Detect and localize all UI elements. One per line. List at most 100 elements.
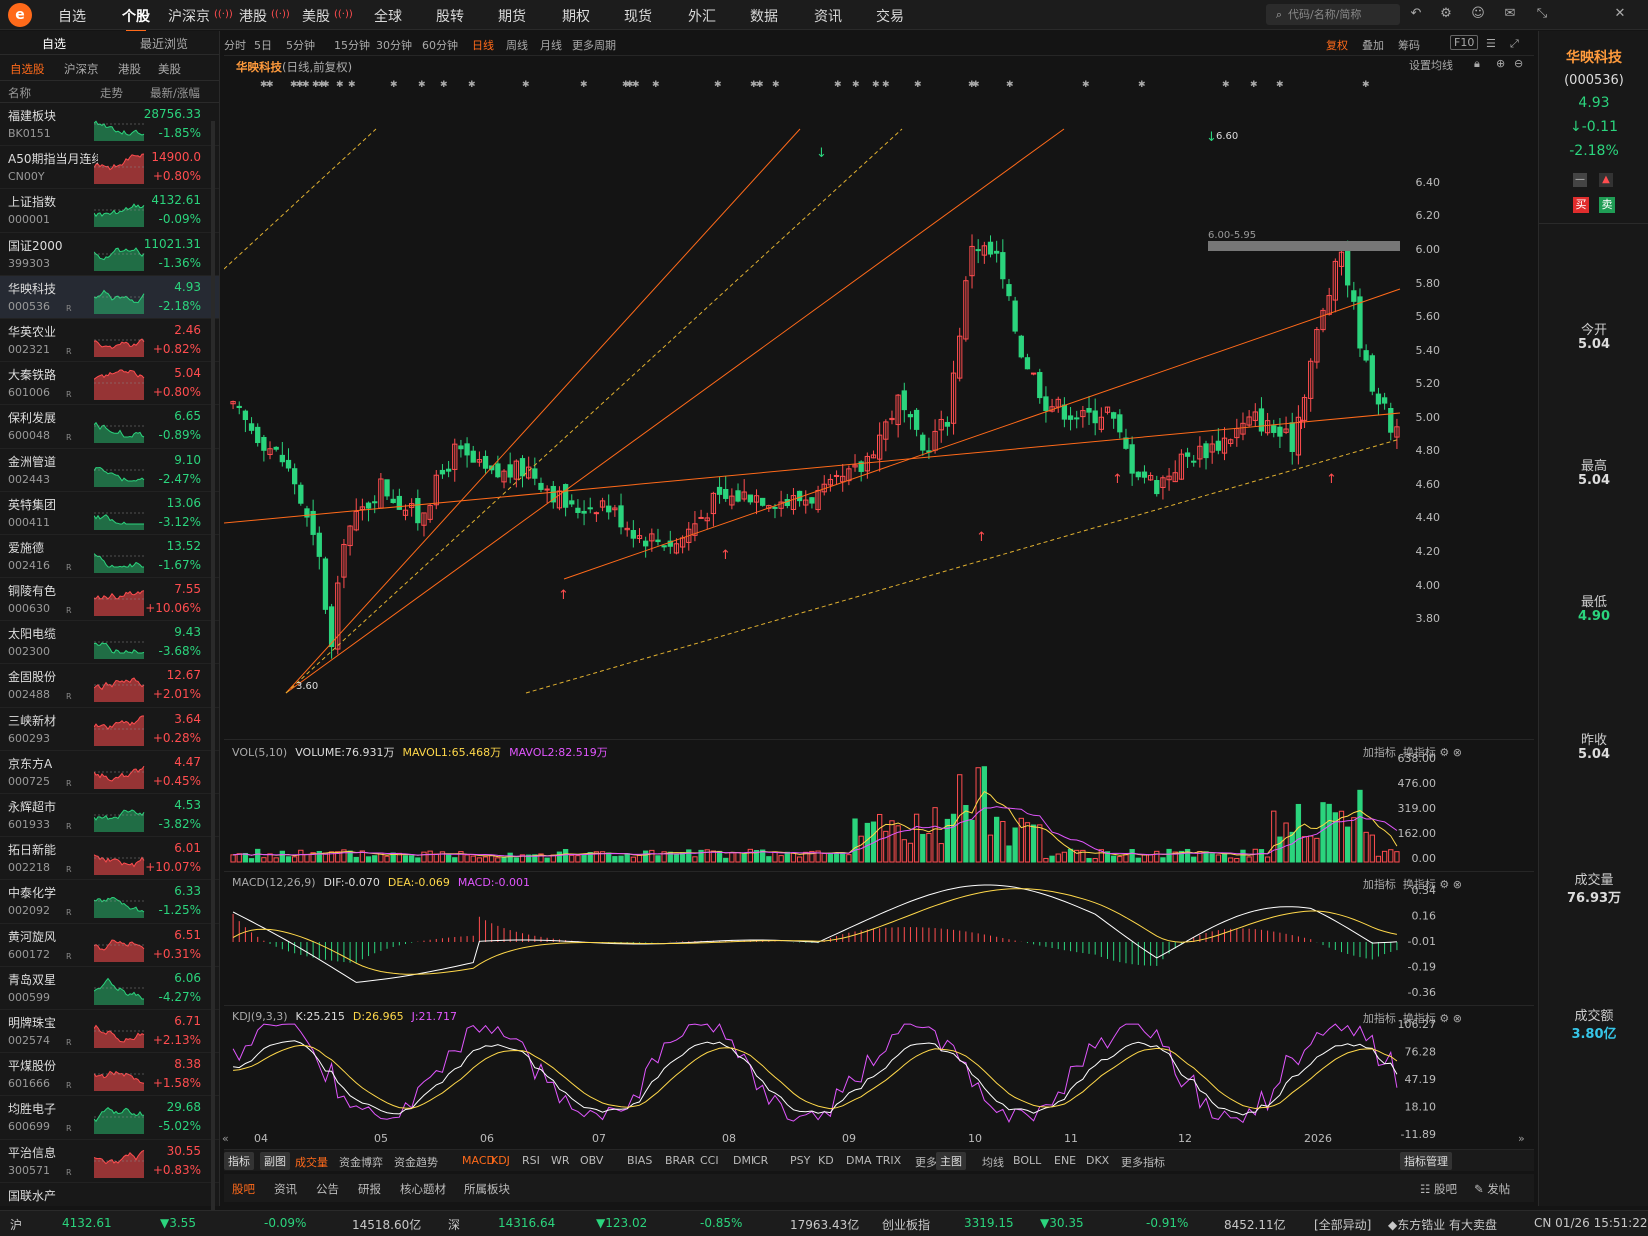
watchlist-row[interactable]: 平煤股份 601666 R 8.38 +1.58% xyxy=(0,1053,219,1097)
zoom-out-icon[interactable]: ⊖ xyxy=(1514,57,1524,70)
trend-line[interactable] xyxy=(525,438,1401,694)
period-2[interactable]: 5分钟 xyxy=(286,39,315,52)
event-marker-icon[interactable]: ✱ xyxy=(522,80,530,90)
watchlist-row[interactable]: 英特集团 000411 13.06 -3.12% xyxy=(0,492,219,535)
search-input[interactable]: 代码/名称/简称 xyxy=(1266,4,1400,25)
event-marker-icon[interactable]: ✱ xyxy=(1250,80,1258,90)
watchlist-row[interactable]: 中泰化学 002092 R 6.33 -1.25% xyxy=(0,880,219,924)
indicator-12[interactable]: CCI xyxy=(700,1154,719,1167)
adjust-button[interactable]: 复权 xyxy=(1326,39,1348,52)
close-icon[interactable]: ✕ xyxy=(1614,6,1626,21)
nav-8[interactable]: 期权 xyxy=(562,9,590,25)
mail-icon[interactable]: ✉ xyxy=(1504,6,1516,21)
alert-filter[interactable]: [全部异动] xyxy=(1314,1218,1372,1232)
event-marker-icon[interactable]: ✱ xyxy=(260,80,268,90)
fullscreen-icon[interactable]: ⤢ xyxy=(1510,37,1519,50)
subtab-hk[interactable]: 港股 xyxy=(118,62,141,76)
event-marker-icon[interactable]: ✱ xyxy=(972,80,980,90)
watchlist-row[interactable]: 京东方A 000725 R 4.47 +0.45% xyxy=(0,751,219,794)
watchlist-row[interactable]: 铜陵有色 000630 R 7.55 +10.06% xyxy=(0,578,219,622)
subtab-hs[interactable]: 沪深京 xyxy=(64,62,99,76)
watchlist-row[interactable]: 爱施德 002416 R 13.52 -1.67% xyxy=(0,535,219,579)
scroll-left-icon[interactable]: « xyxy=(222,1132,229,1145)
post-button[interactable]: ✎ 发帖 xyxy=(1474,1182,1511,1196)
watchlist-row[interactable]: 大秦铁路 601006 R 5.04 +0.80% xyxy=(0,362,219,406)
period-9[interactable]: 更多周期 xyxy=(572,39,616,52)
indicator-18[interactable]: TRIX xyxy=(876,1154,902,1167)
alert-bell-icon[interactable]: ▲ xyxy=(1599,173,1613,187)
event-marker-icon[interactable]: ✱ xyxy=(914,80,922,90)
watchlist-row[interactable]: 金固股份 002488 R 12.67 +2.01% xyxy=(0,664,219,708)
period-6[interactable]: 日线 xyxy=(472,39,494,52)
trend-line[interactable] xyxy=(285,128,801,694)
tab-recent[interactable]: 最近浏览 xyxy=(140,37,189,51)
tab-notice[interactable]: 公告 xyxy=(316,1182,339,1196)
period-7[interactable]: 周线 xyxy=(506,39,528,52)
user-icon[interactable]: ☺ xyxy=(1471,6,1485,21)
event-marker-icon[interactable]: ✱ xyxy=(632,80,640,90)
watchlist-row[interactable]: A50期指当月连续 CN00Y 14900.0 +0.80% xyxy=(0,146,219,190)
watchlist-row[interactable]: 平治信息 300571 R 30.55 +0.83% xyxy=(0,1140,219,1183)
event-marker-icon[interactable]: ✱ xyxy=(872,80,880,90)
tab-research[interactable]: 研报 xyxy=(358,1182,381,1196)
nav-3[interactable]: 港股 xyxy=(239,9,267,25)
indicator-9[interactable]: OBV xyxy=(580,1154,604,1167)
period-0[interactable]: 分时 xyxy=(224,39,246,52)
watchlist-row[interactable]: 上证指数 000001 4132.61 -0.09% xyxy=(0,189,219,233)
watchlist-row[interactable]: 太阳电缆 002300 9.43 -3.68% xyxy=(0,621,219,665)
tab-guba[interactable]: 股吧 xyxy=(232,1182,255,1196)
indicator-0[interactable]: 指标 xyxy=(224,1152,254,1170)
indicator-20[interactable]: 主图 xyxy=(936,1152,966,1170)
candlestick-chart[interactable]: 6.00-5.956.603.60↑↑↑↑↑↑↓↓✱✱ ✱✱✱ ✱✱✱ ✱ ✱ ✱ ✱ ✱ ✱ ✱… xyxy=(224,79,1534,739)
event-marker-icon[interactable]: ✱ xyxy=(468,80,476,90)
trend-line[interactable] xyxy=(224,412,1401,524)
event-marker-icon[interactable]: ✱ xyxy=(296,80,304,90)
indicator-26[interactable]: 指标管理 xyxy=(1400,1152,1452,1170)
period-3[interactable]: 15分钟 xyxy=(334,39,370,52)
indicator-10[interactable]: BIAS xyxy=(627,1154,653,1167)
minus-button[interactable]: — xyxy=(1573,173,1587,187)
buy-button[interactable]: 买 xyxy=(1573,197,1589,213)
tab-news[interactable]: 资讯 xyxy=(274,1182,297,1196)
event-marker-icon[interactable]: ✱ xyxy=(750,80,758,90)
indicator-24[interactable]: DKX xyxy=(1086,1154,1110,1167)
indicator-19[interactable]: 更多 xyxy=(915,1156,937,1169)
nav-6[interactable]: 股转 xyxy=(436,9,464,25)
nav-12[interactable]: 资讯 xyxy=(814,9,842,25)
event-marker-icon[interactable]: ✱ xyxy=(652,80,660,90)
event-marker-icon[interactable]: ✱ xyxy=(312,80,320,90)
subtab-us[interactable]: 美股 xyxy=(158,62,181,76)
event-marker-icon[interactable]: ✱ xyxy=(834,80,842,90)
indicator-6[interactable]: KDJ xyxy=(491,1154,510,1167)
watchlist-row[interactable]: 华映科技 000536 R 4.93 -2.18% xyxy=(0,275,219,319)
watchlist-row[interactable]: 华英农业 002321 R 2.46 +0.82% xyxy=(0,319,219,363)
event-marker-icon[interactable]: ✱ xyxy=(318,80,326,90)
event-marker-icon[interactable]: ✱ xyxy=(418,80,426,90)
col-price[interactable]: 最新/涨幅 xyxy=(150,86,200,100)
event-marker-icon[interactable]: ✱ xyxy=(290,80,298,90)
event-marker-icon[interactable]: ✱ xyxy=(756,80,764,90)
trend-line[interactable] xyxy=(563,288,1401,580)
tab-sector[interactable]: 所属板块 xyxy=(464,1182,510,1196)
event-marker-icon[interactable]: ✱ xyxy=(302,80,310,90)
watchlist-row[interactable]: 拓日新能 002218 R 6.01 +10.07% xyxy=(0,837,219,881)
watchlist-row[interactable]: 均胜电子 600699 R 29.68 -5.02% xyxy=(0,1096,219,1140)
nav-2[interactable]: 沪深京 xyxy=(168,9,210,25)
event-marker-icon[interactable]: ✱ xyxy=(266,80,274,90)
nav-13[interactable]: 交易 xyxy=(876,9,904,25)
zoom-in-icon[interactable]: ⊕ xyxy=(1496,57,1506,70)
nav-0[interactable]: 自选 xyxy=(58,9,86,25)
lock-icon[interactable]: 🔒︎ xyxy=(1474,57,1480,70)
scroll-right-icon[interactable]: » xyxy=(1518,1132,1525,1145)
period-5[interactable]: 60分钟 xyxy=(422,39,458,52)
overlay-button[interactable]: 叠加 xyxy=(1362,39,1384,52)
volume-panel-buttons[interactable]: 加指标 换指标 ⚙ ⊗ xyxy=(1362,746,1462,759)
indicator-17[interactable]: DMA xyxy=(846,1154,872,1167)
trend-line[interactable] xyxy=(224,128,377,270)
event-marker-icon[interactable]: ✱ xyxy=(1222,80,1230,90)
event-marker-icon[interactable]: ✱ xyxy=(440,80,448,90)
nav-5[interactable]: 全球 xyxy=(374,9,402,25)
nav-7[interactable]: 期货 xyxy=(498,9,526,25)
f10-button[interactable]: F10 xyxy=(1450,35,1479,50)
volume-bars[interactable]: 638.00 476.00 319.00 162.00 0.00 xyxy=(224,740,1534,870)
